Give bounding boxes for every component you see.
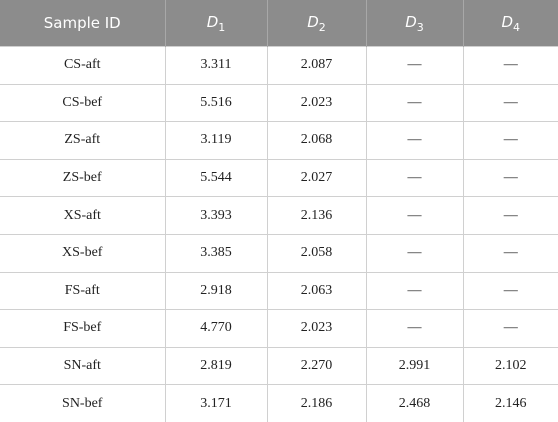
value-cell: 2.058 <box>266 233 367 273</box>
header-subscript: 4 <box>513 20 521 34</box>
table-row: XS-bef 3.385 2.058— — <box>0 233 558 273</box>
value-cell: 2.027 <box>266 158 367 198</box>
value-cell: — <box>365 121 464 160</box>
value-cell: 3.311 <box>164 46 268 85</box>
value-cell: 3.393 <box>164 196 268 235</box>
value-cell: — <box>462 233 558 273</box>
table-row: SN-aft 2.819 2.270 2.991 2.102 <box>0 346 558 386</box>
sample-id-cell: ZS-bef <box>0 158 166 198</box>
header-symbol: D <box>307 12 319 31</box>
value-cell: 2.468 <box>365 384 464 422</box>
value-cell: — <box>365 309 464 348</box>
value-cell: 3.171 <box>164 384 268 422</box>
value-cell: — <box>365 271 464 311</box>
value-cell: 2.186 <box>266 384 367 422</box>
value-cell: 2.023 <box>266 309 367 348</box>
value-cell: — <box>462 158 558 198</box>
table-row: FS-bef 4.770 2.023— — <box>0 309 558 348</box>
sample-id-cell: SN-bef <box>0 384 166 422</box>
sample-id-cell: FS-aft <box>0 271 166 311</box>
value-cell: — <box>462 121 558 160</box>
value-cell: 3.385 <box>164 233 268 273</box>
header-cell: D3 <box>365 0 463 47</box>
value-cell: 2.918 <box>164 271 268 311</box>
value-cell: — <box>365 196 464 235</box>
table-row: ZS-bef 5.544 2.027— — <box>0 158 558 198</box>
header-subscript: 3 <box>416 20 424 34</box>
value-cell: — <box>462 309 558 348</box>
value-cell: 2.087 <box>266 46 367 85</box>
header-cell: D2 <box>266 0 366 47</box>
table-row: ZS-aft 3.119 2.068— — <box>0 121 558 160</box>
header-cell: D1 <box>164 0 267 47</box>
table-row: XS-aft 3.393 2.136— — <box>0 196 558 235</box>
table-body: CS-aft 3.311 2.087— — CS-bef 5.516 2.023— — ZS-a… <box>0 46 558 422</box>
value-cell: 2.063 <box>266 271 367 311</box>
header-row: Sample ID D1 D2 D3 D4 <box>0 0 558 47</box>
value-cell: 2.136 <box>266 196 367 235</box>
sample-id-cell: CS-bef <box>0 83 166 123</box>
value-cell: 5.516 <box>164 83 268 123</box>
value-cell: 3.119 <box>164 121 268 160</box>
header-subscript: 2 <box>318 20 326 34</box>
sample-id-cell: XS-bef <box>0 233 166 273</box>
sample-id-cell: SN-aft <box>0 346 166 386</box>
sample-id-cell: ZS-aft <box>0 121 166 160</box>
value-cell: — <box>365 83 464 123</box>
sample-id-cell: XS-aft <box>0 196 166 235</box>
value-cell: — <box>365 158 464 198</box>
value-cell: 2.991 <box>365 346 464 386</box>
header-cell: D4 <box>462 0 558 47</box>
sample-id-cell: FS-bef <box>0 309 166 348</box>
header-subscript: 1 <box>218 20 226 34</box>
value-cell: 2.819 <box>164 346 268 386</box>
table-row: CS-bef 5.516 2.023— — <box>0 83 558 123</box>
value-cell: — <box>365 46 464 85</box>
value-cell: 4.770 <box>164 309 268 348</box>
header-cell: Sample ID <box>0 0 165 47</box>
table-row: SN-bef 3.171 2.186 2.468 2.146 <box>0 384 558 422</box>
sample-id-cell: CS-aft <box>0 46 166 85</box>
value-cell: — <box>462 46 558 85</box>
value-cell: 2.270 <box>266 346 367 386</box>
header-symbol: D <box>206 12 219 31</box>
value-cell: 5.544 <box>164 158 268 198</box>
table-row: CS-aft 3.311 2.087— — <box>0 46 558 85</box>
value-cell: 2.023 <box>266 83 367 123</box>
value-cell: 2.146 <box>462 384 558 422</box>
value-cell: — <box>462 196 558 235</box>
header-symbol: D <box>501 12 514 31</box>
value-cell: 2.102 <box>462 346 558 386</box>
value-cell: — <box>365 233 464 273</box>
value-cell: — <box>462 83 558 123</box>
table-row: FS-aft 2.918 2.063— — <box>0 271 558 311</box>
value-cell: — <box>462 271 558 311</box>
value-cell: 2.068 <box>266 121 367 160</box>
header-symbol: D <box>405 12 417 31</box>
